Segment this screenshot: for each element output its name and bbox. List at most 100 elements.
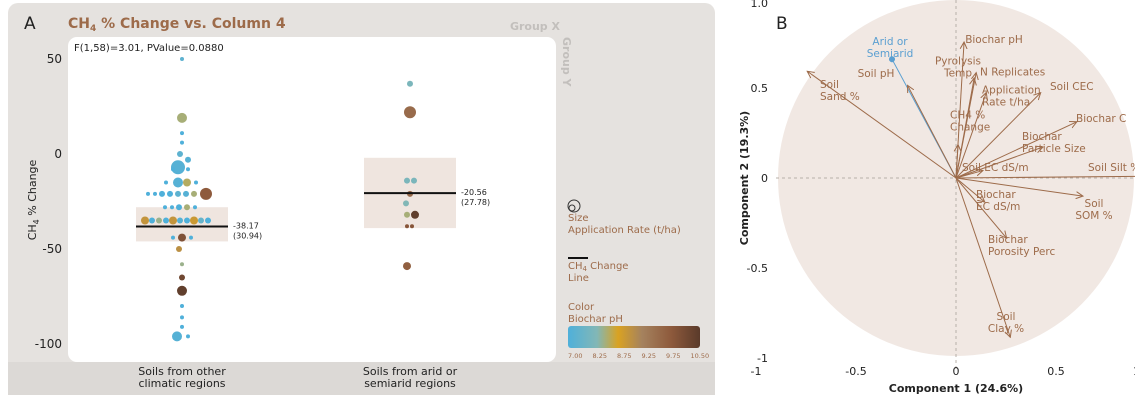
data-point (171, 167, 175, 172)
data-point (411, 177, 417, 184)
data-point (146, 191, 150, 196)
loading-label: Soil Silt % (1088, 162, 1135, 174)
loading-arrow (955, 177, 1082, 196)
color-scale-tick: 9.25 (642, 352, 656, 360)
panel-b: B -1 -0.5 0 0.5 0.5 0 -0.5 -1 1 1.0 Component 1 (… (738, 0, 1135, 395)
loading-label: CH4 % Change (950, 110, 990, 134)
loading-label: Pyrolysis Temp (935, 56, 981, 80)
data-point (178, 233, 186, 242)
data-point (191, 190, 197, 197)
data-point (185, 156, 191, 163)
data-point (190, 216, 198, 225)
data-point (172, 331, 182, 342)
y-axis-label: CH4 % Change (26, 159, 41, 240)
data-point (198, 217, 204, 224)
loading-label: N Replicates (980, 66, 1045, 78)
data-point (183, 190, 189, 197)
x-tick-label: -0.5 (845, 365, 866, 378)
data-point (205, 217, 211, 224)
data-point (173, 177, 183, 188)
panel-a-label: A (24, 14, 36, 34)
legend-color-field: Biochar pH (568, 314, 623, 325)
biplot-ticks: -1 -0.5 0 0.5 0.5 0 -0.5 -1 1 1.0 (747, 0, 1135, 378)
loading-arrow (955, 177, 1006, 237)
loading-arrow (908, 86, 957, 179)
data-point (177, 151, 183, 157)
color-scale-tick: 8.25 (593, 352, 607, 360)
biplot-x-axis-label: Component 1 (24.6%) (889, 382, 1023, 395)
category-label: Soils from arid or semiarid regions (363, 365, 458, 390)
data-point (149, 217, 155, 224)
data-point (180, 57, 184, 61)
category-label: Soils from other climatic regions (138, 365, 226, 390)
loading-arrow (955, 147, 1042, 179)
loading-label: Soil pH (858, 68, 895, 80)
y-tick-label: -1 (757, 352, 768, 365)
y-tick-label: 50 (47, 52, 62, 66)
loading-arrow (955, 93, 986, 179)
data-point (175, 190, 181, 197)
panel-a-plot-area (68, 37, 556, 362)
loading-label: Application Rate t/ha (982, 84, 1041, 108)
loading-arrow (955, 74, 976, 179)
group-x-label: Group X (510, 20, 561, 33)
data-point (193, 205, 197, 210)
group-y-label: Group Y (560, 37, 573, 88)
loading-label: Soil Sand % (820, 79, 860, 103)
loading-label: Soil Clay % (988, 311, 1024, 335)
mean-value-label: -38.17 (233, 222, 259, 231)
legend-line-sub: Line (568, 273, 589, 284)
data-point (186, 334, 190, 339)
data-point (411, 210, 419, 219)
color-scale-tick: 9.75 (666, 352, 680, 360)
loading-label: Soil SOM % (1075, 198, 1112, 222)
data-point (159, 190, 165, 197)
color-scale-tick: 8.75 (617, 352, 631, 360)
data-point (404, 211, 410, 218)
data-point (184, 204, 190, 211)
summary-labels: -38.17(30.94) -20.56(27.78) (136, 188, 490, 241)
color-scale-ticks: 7.00 8.25 8.75 9.25 9.75 10.50 (568, 352, 709, 360)
data-point (186, 167, 190, 172)
data-point (179, 274, 185, 281)
data-point (153, 191, 157, 196)
data-point (200, 187, 212, 200)
data-point (405, 224, 409, 229)
x-tick-label: 0.5 (1047, 365, 1065, 378)
loading-label: Arid or Semiarid (867, 36, 914, 60)
data-point (180, 262, 184, 267)
panel-a-title: CH4 % Change vs. Column 4 (68, 16, 286, 34)
category-labels: Soils from other climatic regions Soils fr… (138, 365, 457, 390)
legend-size-title: Size (568, 213, 589, 224)
data-point (180, 324, 184, 329)
data-points (141, 57, 419, 342)
y-tick-label: -50 (42, 242, 62, 256)
data-point (167, 190, 173, 197)
data-point (170, 205, 174, 210)
mean-value-label: -20.56 (461, 188, 487, 197)
data-point (180, 304, 184, 308)
data-point (171, 160, 185, 175)
y-tick-label: 0.5 (751, 82, 769, 95)
data-point (177, 112, 187, 123)
color-scale-tick: 10.50 (691, 352, 710, 360)
legend-line-title: CH4 Change (568, 261, 628, 273)
y-tick-label: 1.0 (751, 0, 769, 10)
y-tick-label: 0 (761, 172, 768, 185)
loading-arrow (955, 175, 1135, 179)
color-scale-tick: 7.00 (568, 352, 582, 360)
data-point (156, 217, 162, 224)
data-point (141, 216, 149, 225)
loading-arrow (956, 146, 958, 179)
panel-a: A CH4 % Change vs. Column 4 Group X Grou… (8, 3, 715, 395)
data-point (180, 131, 184, 136)
panel-a-category-strip (8, 362, 715, 395)
y-tick-label: 0 (54, 147, 62, 161)
sd-value-label: (27.78) (461, 198, 490, 207)
loading-label: Biochar pH (965, 34, 1023, 46)
loading-label: Biochar EC dS/m (976, 189, 1020, 213)
data-point (189, 235, 193, 240)
loading-label: Soil CEC (1050, 81, 1094, 93)
legend-size-field: Application Rate (t/ha) (568, 225, 681, 236)
